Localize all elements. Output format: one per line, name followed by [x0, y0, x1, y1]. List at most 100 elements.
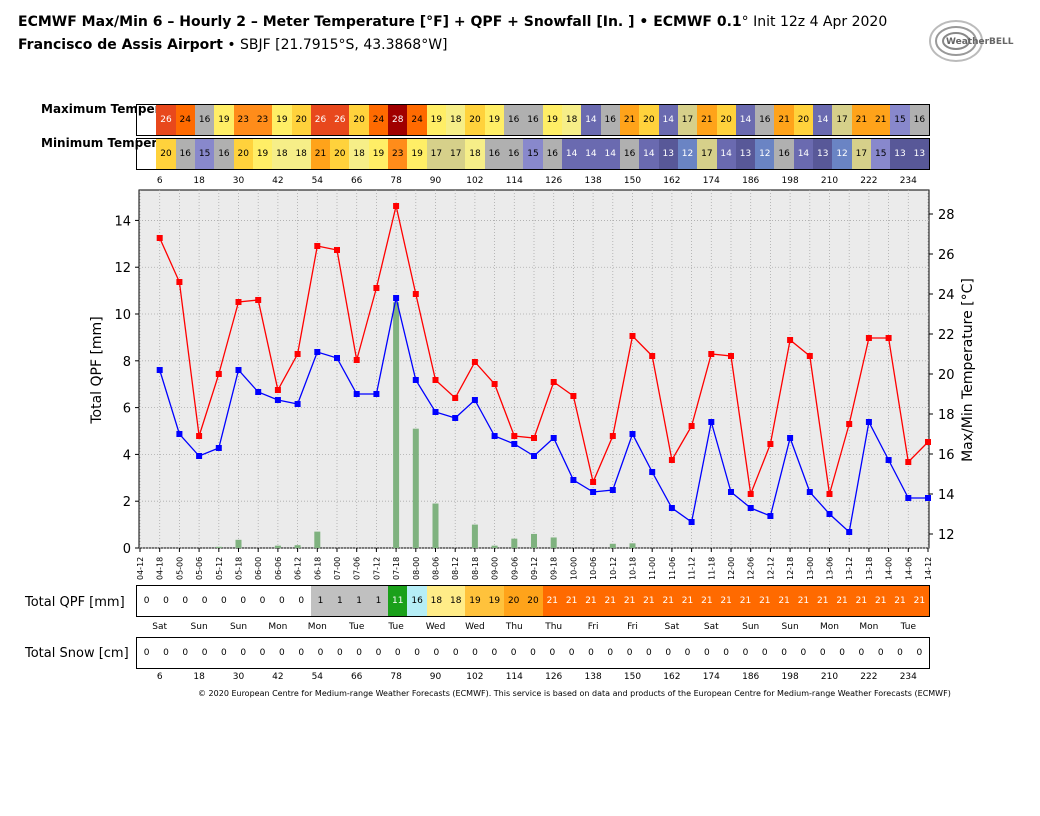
max-temp-cell: 14	[735, 105, 756, 135]
logo-text: WeatherBELL	[946, 37, 1014, 47]
x-tick-label: 09-06	[510, 557, 519, 580]
min-temp-cell: 19	[252, 139, 273, 169]
forecast-hour-label: 162	[663, 672, 681, 682]
y-tick-label-right: 14	[938, 488, 955, 503]
min-temp-point	[531, 453, 537, 459]
snow-total-cell: 0	[330, 638, 350, 668]
x-tick-label: 12-12	[766, 557, 775, 580]
x-tick-label: 08-06	[432, 557, 441, 580]
max-temp-cell: 16	[600, 105, 620, 135]
day-name-label: Mon	[307, 622, 327, 632]
max-temp-cell: 26	[310, 105, 331, 135]
x-tick-label: 10-06	[589, 557, 598, 580]
qpf-total-cell: 0	[233, 586, 253, 616]
max-temp-point	[373, 285, 380, 291]
forecast-hour-label: 150	[623, 672, 642, 682]
x-tick-label: 04-12	[136, 557, 145, 580]
min-temp-cell: 13	[813, 139, 833, 169]
max-temp-cell: 20	[793, 105, 814, 135]
forecast-hour-label: 6	[156, 672, 163, 682]
forecast-hour-label: 6	[156, 176, 163, 186]
qpf-total-cell: 21	[677, 586, 698, 616]
snow-total-cell: 0	[755, 638, 775, 668]
max-temp-point	[393, 203, 400, 209]
forecast-hour-label: 90	[429, 176, 442, 186]
snow-total-cell: 0	[523, 638, 543, 668]
max-temp-cell: 19	[484, 105, 505, 135]
snow-total-cell: 0	[310, 638, 331, 668]
max-temp-cell: 20	[349, 105, 369, 135]
forecast-hour-label: 18	[193, 672, 205, 682]
max-temp-cell: 24	[175, 105, 195, 135]
x-tick-label: 09-00	[491, 557, 500, 580]
min-temp-cell: 12	[755, 139, 775, 169]
max-temp-point	[806, 353, 813, 359]
forecast-hour-label: 174	[702, 176, 720, 186]
min-temp-cell: 13	[658, 139, 678, 169]
day-name-label: Sun	[229, 622, 248, 632]
snow-total-cell: 0	[581, 638, 601, 668]
qpf-total-cell: 20	[504, 586, 524, 616]
snow-total-cell: 0	[600, 638, 620, 668]
qpf-total-cell: 18	[446, 586, 466, 616]
y-tick-label-left: 6	[123, 402, 131, 417]
forecast-hour-label: 114	[505, 672, 523, 682]
min-temp-cell: 21	[310, 139, 331, 169]
min-temp-point	[452, 415, 459, 421]
qpf-bar	[235, 539, 242, 548]
day-name-label: Sun	[190, 622, 208, 632]
qpf-total-cell: 1	[368, 586, 389, 616]
min-temp-cell: 15	[871, 139, 891, 169]
snow-total-cell: 0	[890, 638, 910, 668]
snow-total-cell: 0	[388, 638, 408, 668]
snow-total-cell: 0	[484, 638, 505, 668]
day-name-label: Thu	[545, 622, 563, 632]
max-temp-point	[196, 433, 203, 439]
qpf-total-cell: 21	[639, 586, 659, 616]
forecast-hour-label: 102	[466, 176, 484, 186]
qpf-total-cell: 18	[426, 586, 447, 616]
forecast-hour-label: 54	[311, 672, 324, 682]
x-tick-label: 11-06	[668, 557, 677, 580]
x-tick-label: 07-12	[372, 557, 381, 580]
forecast-hour-label: 114	[505, 176, 523, 186]
qpf-total-cell: 21	[735, 586, 756, 616]
max-temp-point	[688, 423, 695, 429]
min-temp-cell: 13	[735, 139, 756, 169]
max-temp-cell: 23	[233, 105, 253, 135]
max-temp-cell: 21	[851, 105, 872, 135]
station-line: Francisco de Assis Airport • SBJF [21.79…	[18, 37, 448, 53]
max-temp-point	[176, 279, 183, 285]
qpf-bar	[609, 543, 616, 548]
snow-total-cell: 0	[697, 638, 717, 668]
y-tick-label-right: 24	[938, 288, 955, 303]
y-tick-label-left: 10	[114, 308, 131, 323]
forecast-hour-label: 30	[232, 176, 245, 186]
qpf-bar	[511, 538, 518, 548]
min-temp-cell: 19	[407, 139, 427, 169]
forecast-hour-label: 126	[545, 176, 563, 186]
max-temp-cell: 21	[871, 105, 891, 135]
weatherbell-logo: WeatherBELL	[929, 20, 1014, 62]
max-temp-cell: 17	[832, 105, 852, 135]
min-temp-cell: 14	[581, 139, 601, 169]
forecast-hour-label: 30	[232, 672, 245, 682]
snow-total-cell: 0	[735, 638, 756, 668]
qpf-total-cell: 21	[774, 586, 794, 616]
x-tick-label: 11-12	[688, 557, 697, 580]
min-temp-point	[334, 355, 340, 361]
x-tick-label: 14-06	[904, 557, 913, 580]
qpf-total-cell: 20	[523, 586, 543, 616]
forecast-hour-label: 162	[663, 176, 681, 186]
min-temp-cell: 14	[639, 139, 659, 169]
qpf-total-cell: 21	[658, 586, 678, 616]
snow-total-cell: 0	[272, 638, 292, 668]
min-temp-point	[865, 419, 872, 425]
forecast-hour-label: 174	[702, 672, 720, 682]
snow-total-cell: 0	[252, 638, 273, 668]
qpf-total-cell: 0	[214, 586, 234, 616]
snow-total-cell: 0	[407, 638, 427, 668]
day-name-label: Sat	[152, 622, 168, 632]
day-name-label: Fri	[587, 622, 599, 632]
min-temp-point	[196, 453, 203, 459]
